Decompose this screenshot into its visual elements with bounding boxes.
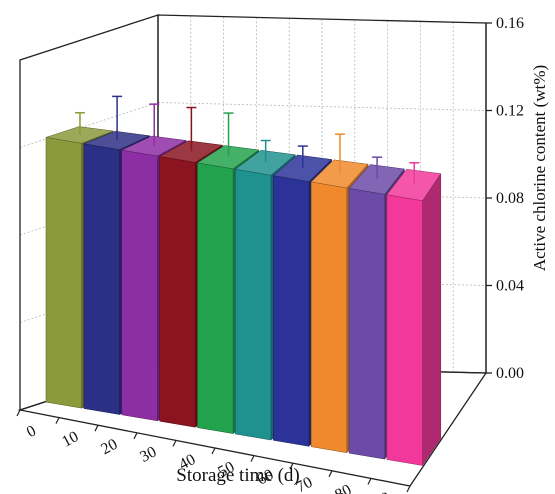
grid-line-left <box>19 102 159 148</box>
x-tick <box>94 424 99 432</box>
x-tick-label: 60 <box>254 466 276 489</box>
bar <box>386 162 442 467</box>
x-tick-label: 20 <box>98 436 120 459</box>
y-tick-label: 0.04 <box>496 278 524 295</box>
x-tick <box>133 432 138 440</box>
x-tick <box>328 470 333 478</box>
y-tick-label: 0.08 <box>496 190 524 207</box>
x-tick <box>16 409 21 417</box>
x-tick-label: 30 <box>137 443 159 466</box>
grid-line-back <box>157 102 487 111</box>
x-tick-label: 10 <box>59 428 81 451</box>
x-tick <box>289 462 294 470</box>
x-tick-label: 80 <box>332 481 354 494</box>
x-tick-label: 40 <box>176 451 198 474</box>
x-tick <box>406 485 411 493</box>
y-axis: 0.00 0.04 0.08 0.12 0.16 <box>485 15 524 382</box>
x-tick <box>172 440 177 447</box>
bars <box>45 95 442 467</box>
y-tick-label: 0.00 <box>496 365 524 382</box>
x-tick-label: 90 <box>371 489 393 494</box>
y-tick-label: 0.16 <box>496 15 524 32</box>
x-tick <box>367 478 372 485</box>
x-tick-label: 50 <box>215 459 237 482</box>
x-tick <box>250 455 255 462</box>
x-axis: 0 10 20 30 40 50 60 70 80 90 <box>16 409 411 494</box>
x-tick-label: 0 <box>24 422 39 441</box>
x-axis-title: Storage time (d) <box>176 465 299 486</box>
x-tick <box>211 447 216 455</box>
x-tick-label: 70 <box>293 474 315 494</box>
x-tick <box>55 417 60 424</box>
y-tick-label: 0.12 <box>496 103 524 120</box>
y-axis-title: Active chlorine content (wt%) <box>530 65 549 271</box>
